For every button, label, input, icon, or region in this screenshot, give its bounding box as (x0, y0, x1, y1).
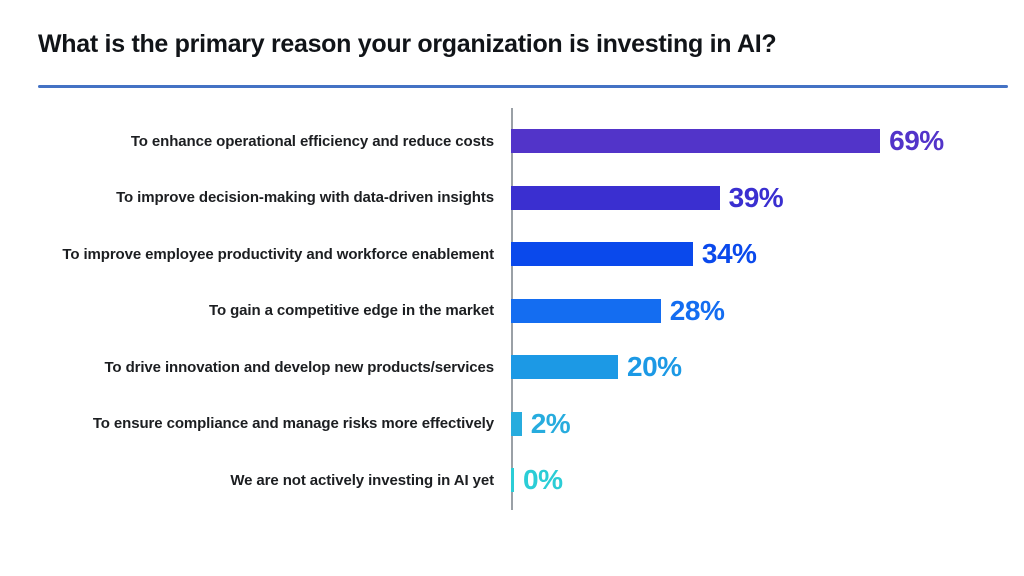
category-label: To improve decision-making with data-dri… (116, 189, 494, 207)
value-label: 0% (523, 464, 563, 496)
title-divider (38, 85, 1008, 88)
bar-rows: To enhance operational efficiency and re… (0, 113, 1024, 509)
category-label: To ensure compliance and manage risks mo… (92, 415, 494, 433)
bar (511, 129, 881, 154)
bar-chart: To enhance operational efficiency and re… (0, 108, 1024, 512)
value-label: 28% (669, 294, 725, 326)
category-label: To gain a competitive edge in the market (209, 302, 494, 320)
bar (511, 185, 720, 210)
bar-row: To ensure compliance and manage risks mo… (0, 396, 1024, 453)
bar (511, 355, 618, 380)
bar-row: To drive innovation and develop new prod… (0, 339, 1024, 396)
value-label: 69% (889, 125, 944, 157)
bar-row: We are not actively investing in AI yet 0… (0, 452, 1024, 509)
bar-row: To gain a competitive edge in the market… (0, 283, 1024, 340)
value-label: 34% (701, 238, 757, 270)
bar (511, 468, 514, 493)
page-title: What is the primary reason your organiza… (38, 30, 777, 58)
value-label: 20% (627, 351, 682, 383)
category-label: To drive innovation and develop new prod… (104, 358, 494, 376)
bar (511, 298, 661, 323)
bar-row: To improve decision-making with data-dri… (0, 170, 1024, 227)
value-label: 39% (728, 181, 784, 213)
category-label: To improve employee productivity and wor… (62, 245, 494, 263)
category-label: To enhance operational efficiency and re… (130, 132, 494, 150)
bar (511, 411, 522, 436)
category-label: We are not actively investing in AI yet (230, 471, 494, 489)
bar-row: To improve employee productivity and wor… (0, 226, 1024, 283)
bar-row: To enhance operational efficiency and re… (0, 113, 1024, 170)
bar (511, 242, 693, 267)
value-label: 2% (530, 407, 571, 439)
